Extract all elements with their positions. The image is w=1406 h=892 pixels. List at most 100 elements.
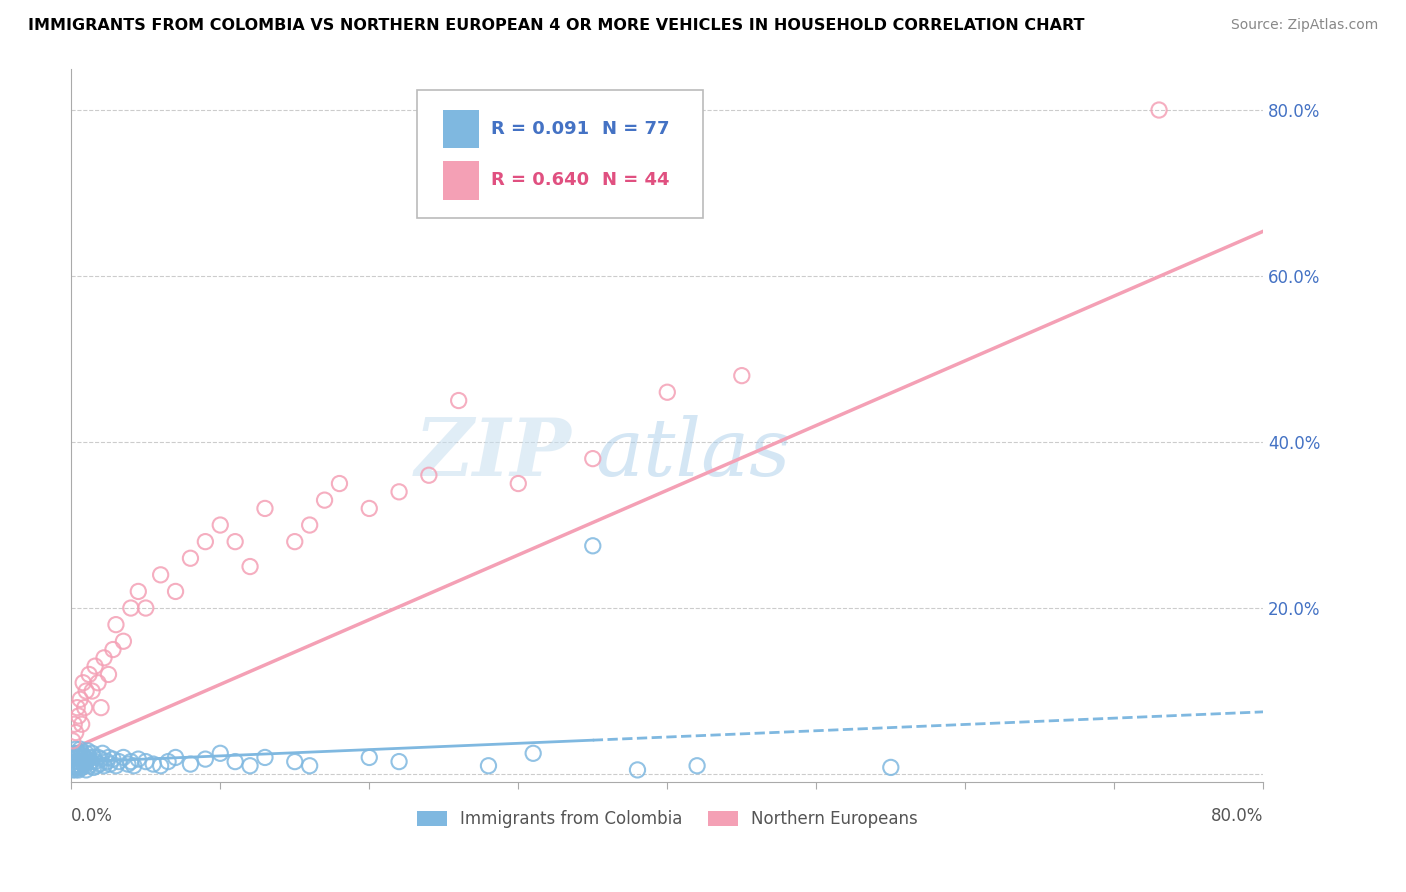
- Point: [90, 700, 112, 714]
- Point: [108, 755, 131, 769]
- Point: [84, 755, 107, 769]
- Point: [359, 501, 381, 516]
- Point: [62, 734, 84, 748]
- Point: [582, 451, 605, 466]
- Point: [101, 752, 124, 766]
- Point: [70, 717, 93, 731]
- Point: [127, 752, 149, 766]
- Point: [69, 692, 91, 706]
- Point: [82, 684, 104, 698]
- Point: [83, 760, 105, 774]
- Point: [253, 501, 276, 516]
- Point: [70, 747, 93, 761]
- Point: [224, 755, 246, 769]
- Point: [77, 667, 100, 681]
- Point: [73, 700, 96, 714]
- Point: [359, 750, 381, 764]
- Point: [82, 747, 104, 761]
- Point: [63, 717, 86, 731]
- Point: [142, 757, 165, 772]
- Point: [86, 758, 108, 772]
- Point: [284, 534, 307, 549]
- Text: Source: ZipAtlas.com: Source: ZipAtlas.com: [1230, 18, 1378, 32]
- Point: [98, 757, 121, 772]
- Point: [65, 757, 87, 772]
- Text: 0.0%: 0.0%: [72, 807, 112, 825]
- Point: [84, 659, 107, 673]
- Point: [87, 675, 110, 690]
- Point: [66, 750, 89, 764]
- Point: [522, 747, 544, 761]
- Point: [93, 650, 115, 665]
- Point: [157, 755, 180, 769]
- Point: [67, 709, 90, 723]
- Bar: [443, 161, 479, 200]
- Point: [388, 755, 411, 769]
- Point: [328, 476, 350, 491]
- Bar: [443, 110, 479, 148]
- Point: [626, 763, 648, 777]
- Point: [508, 476, 530, 491]
- Point: [880, 760, 903, 774]
- Point: [73, 758, 96, 772]
- Point: [67, 763, 90, 777]
- Point: [112, 750, 135, 764]
- Point: [90, 752, 112, 766]
- Point: [686, 758, 709, 772]
- Text: R = 0.091: R = 0.091: [491, 120, 589, 138]
- Point: [76, 744, 98, 758]
- Point: [72, 675, 94, 690]
- Point: [194, 752, 217, 766]
- Point: [75, 763, 97, 777]
- Point: [253, 750, 276, 764]
- Point: [209, 518, 232, 533]
- Point: [63, 755, 86, 769]
- Point: [89, 757, 111, 772]
- Point: [104, 617, 127, 632]
- Text: N = 77: N = 77: [602, 120, 669, 138]
- Point: [66, 700, 89, 714]
- Point: [149, 567, 172, 582]
- Point: [66, 758, 89, 772]
- Point: [65, 763, 87, 777]
- Point: [120, 601, 142, 615]
- Point: [87, 750, 110, 764]
- Point: [165, 750, 187, 764]
- Text: R = 0.640: R = 0.640: [491, 171, 589, 189]
- Point: [62, 758, 84, 772]
- Point: [388, 484, 411, 499]
- Point: [69, 758, 91, 772]
- FancyBboxPatch shape: [418, 90, 703, 219]
- Point: [72, 748, 94, 763]
- Point: [209, 747, 232, 761]
- Point: [91, 747, 114, 761]
- Point: [72, 757, 94, 772]
- Point: [298, 758, 321, 772]
- Point: [224, 534, 246, 549]
- Point: [75, 747, 97, 761]
- Text: atlas: atlas: [596, 416, 792, 492]
- Point: [67, 755, 90, 769]
- Point: [149, 758, 172, 772]
- Text: 80.0%: 80.0%: [1211, 807, 1264, 825]
- Point: [101, 642, 124, 657]
- Text: IMMIGRANTS FROM COLOMBIA VS NORTHERN EUROPEAN 4 OR MORE VEHICLES IN HOUSEHOLD CO: IMMIGRANTS FROM COLOMBIA VS NORTHERN EUR…: [28, 18, 1084, 33]
- Point: [79, 755, 101, 769]
- Point: [104, 758, 127, 772]
- Point: [83, 750, 105, 764]
- Point: [112, 634, 135, 648]
- Point: [63, 747, 86, 761]
- Point: [77, 758, 100, 772]
- Point: [67, 747, 90, 761]
- Point: [239, 758, 262, 772]
- Point: [63, 760, 86, 774]
- Point: [165, 584, 187, 599]
- Point: [477, 758, 499, 772]
- Point: [657, 385, 679, 400]
- Point: [314, 493, 336, 508]
- Point: [135, 601, 157, 615]
- Point: [62, 750, 84, 764]
- Point: [284, 755, 307, 769]
- Point: [117, 757, 139, 772]
- Point: [66, 760, 89, 774]
